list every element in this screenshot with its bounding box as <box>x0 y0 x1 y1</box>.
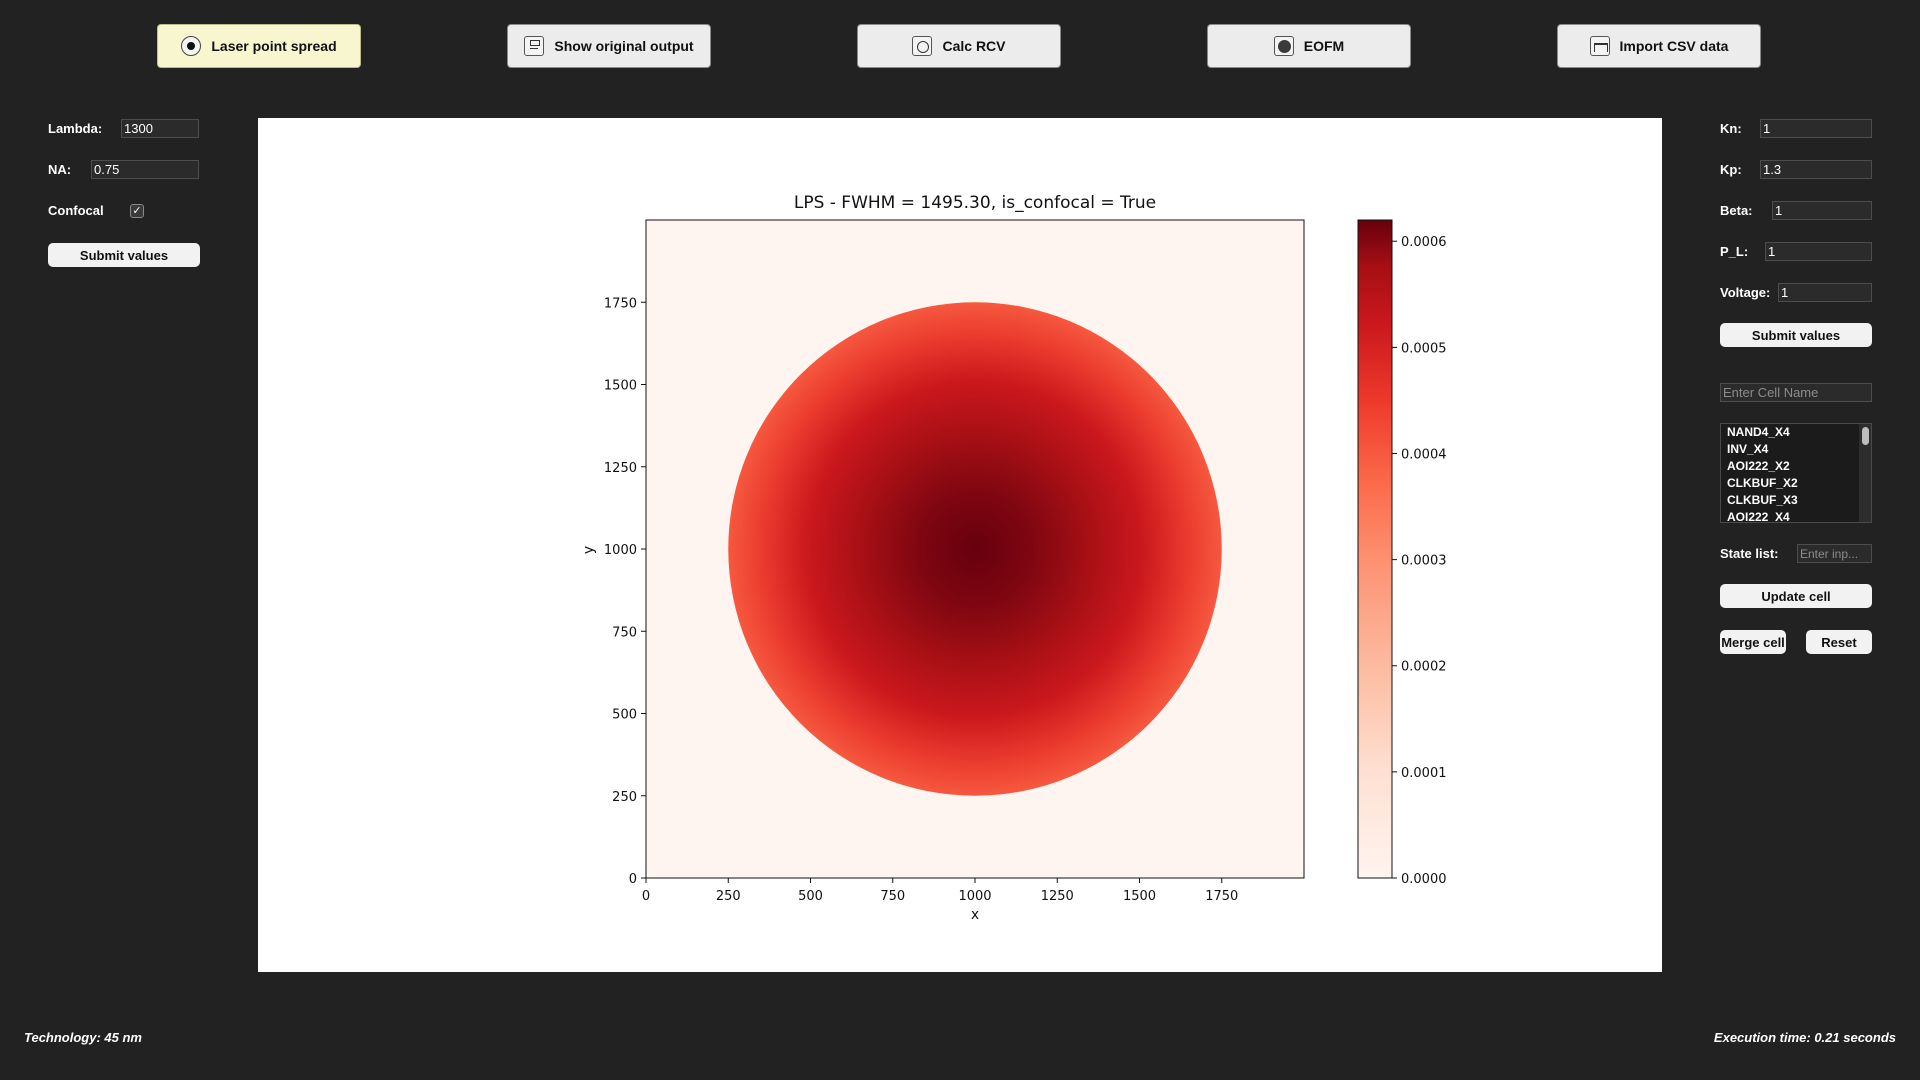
update-cell-button[interactable]: Update cell <box>1720 584 1872 608</box>
cell-name-input[interactable] <box>1720 383 1872 402</box>
psf-spot <box>728 302 1222 796</box>
x-axis-label: x <box>971 907 979 923</box>
list-item[interactable]: NAND4_X4 <box>1727 425 1790 439</box>
button-label: Import CSV data <box>1619 38 1729 54</box>
disc-icon <box>1273 36 1294 56</box>
lambda-label: Lambda: <box>48 121 103 136</box>
x-tick-label: 250 <box>716 889 741 904</box>
scrollbar-thumb[interactable] <box>1862 427 1869 445</box>
y-tick-label: 1500 <box>604 379 637 394</box>
list-item[interactable]: AOI222_X2 <box>1727 459 1790 473</box>
button-label: Laser point spread <box>211 38 337 54</box>
colorbar-tick-label: 0.0005 <box>1401 341 1447 356</box>
y-tick-label: 1000 <box>604 543 637 558</box>
colorbar-tick-label: 0.0002 <box>1401 660 1447 675</box>
voltage-input[interactable] <box>1778 283 1872 302</box>
y-axis-label: y <box>581 546 597 554</box>
kn-input[interactable] <box>1760 119 1872 138</box>
y-tick-label: 500 <box>612 708 637 723</box>
kp-label: Kp: <box>1720 162 1742 177</box>
x-tick-label: 500 <box>798 889 823 904</box>
kp-input[interactable] <box>1760 160 1872 179</box>
waveform-icon <box>1589 36 1610 56</box>
technology-status: Technology: 45 nm <box>24 1030 142 1045</box>
document-icon <box>524 36 545 56</box>
x-tick-label: 1750 <box>1205 889 1238 904</box>
beta-input[interactable] <box>1772 201 1872 220</box>
y-tick-label: 250 <box>612 790 637 805</box>
confocal-checkbox[interactable]: ✓ <box>130 204 144 218</box>
y-tick-label: 750 <box>612 625 637 640</box>
x-tick-label: 1250 <box>1041 889 1074 904</box>
colorbar <box>1357 219 1393 879</box>
x-axis-ticks: 0 250 500 750 1000 1250 1500 1750 <box>642 878 1238 904</box>
confocal-label: Confocal <box>48 203 104 218</box>
x-tick-label: 750 <box>880 889 905 904</box>
pl-input[interactable] <box>1765 242 1872 261</box>
x-tick-label: 0 <box>642 889 650 904</box>
laser-point-spread-button[interactable]: Laser point spread <box>157 24 361 68</box>
colorbar-tick-label: 0.0004 <box>1401 447 1447 462</box>
list-item[interactable]: AOI222_X4 <box>1727 510 1790 523</box>
execution-time-status: Execution time: 0.21 seconds <box>1713 1030 1896 1045</box>
show-original-output-button[interactable]: Show original output <box>507 24 711 68</box>
state-list-label: State list: <box>1720 546 1779 561</box>
voltage-label: Voltage: <box>1720 285 1771 300</box>
clock-icon <box>912 36 933 56</box>
merge-cell-button[interactable]: Merge cell <box>1720 630 1786 654</box>
pl-label: P_L: <box>1720 244 1749 259</box>
button-label: Calc RCV <box>942 38 1006 54</box>
beta-label: Beta: <box>1720 203 1753 218</box>
colorbar-tick-label: 0.0000 <box>1401 872 1447 887</box>
y-tick-label: 0 <box>629 872 637 887</box>
import-csv-data-button[interactable]: Import CSV data <box>1557 24 1761 68</box>
list-item[interactable]: CLKBUF_X3 <box>1727 493 1798 507</box>
eofm-button[interactable]: EOFM <box>1207 24 1411 68</box>
chart-title: LPS - FWHM = 1495.30, is_confocal = True <box>794 193 1156 213</box>
lps-chart: LPS - FWHM = 1495.30, is_confocal = True… <box>581 193 1447 923</box>
state-list-input[interactable] <box>1797 544 1872 563</box>
x-tick-label: 1000 <box>958 889 991 904</box>
colorbar-tick-label: 0.0006 <box>1401 235 1447 250</box>
right-submit-values-button[interactable]: Submit values <box>1720 323 1872 347</box>
calc-rcv-button[interactable]: Calc RCV <box>857 24 1061 68</box>
colorbar-tick-label: 0.0003 <box>1401 554 1447 569</box>
list-item[interactable]: CLKBUF_X2 <box>1727 476 1798 490</box>
y-axis-ticks: 0 250 500 750 1000 1250 1500 1750 <box>604 296 646 887</box>
listbox-scrollbar[interactable] <box>1859 424 1871 522</box>
plot-figure: LPS - FWHM = 1495.30, is_confocal = True… <box>258 118 1662 972</box>
na-input[interactable] <box>91 160 199 179</box>
colorbar-tick-label: 0.0001 <box>1401 766 1447 781</box>
y-tick-label: 1250 <box>604 461 637 476</box>
x-tick-label: 1500 <box>1123 889 1156 904</box>
left-submit-values-button[interactable]: Submit values <box>48 243 200 267</box>
cell-listbox[interactable]: NAND4_X4 INV_X4 AOI222_X2 CLKBUF_X2 CLKB… <box>1720 423 1872 523</box>
reset-button[interactable]: Reset <box>1806 630 1872 654</box>
kn-label: Kn: <box>1720 121 1742 136</box>
colorbar-ticks: 0.0000 0.0001 0.0002 0.0003 0.0004 0.0005 0.00… <box>1392 235 1447 887</box>
y-tick-label: 1750 <box>604 296 637 311</box>
na-label: NA: <box>48 162 72 177</box>
lambda-input[interactable] <box>121 119 199 138</box>
radio-icon <box>181 36 202 56</box>
button-label: Show original output <box>554 38 694 54</box>
list-item[interactable]: INV_X4 <box>1727 442 1769 456</box>
button-label: EOFM <box>1303 38 1345 54</box>
